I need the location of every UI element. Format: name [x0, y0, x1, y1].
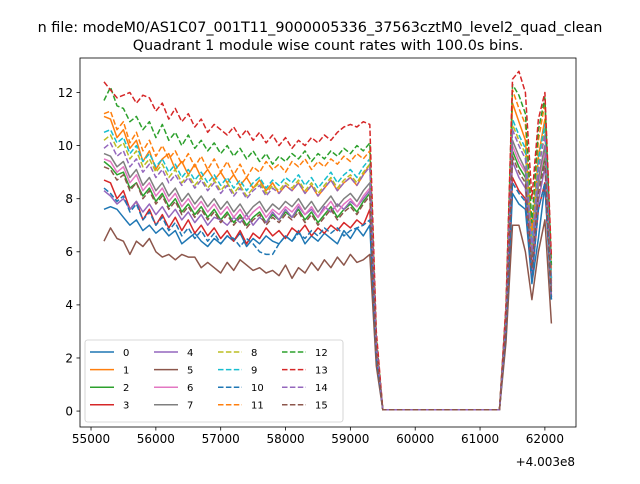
legend-label-14: 14: [315, 383, 328, 394]
y-axis: 0 2 4 6 8 10 12: [58, 86, 80, 418]
figure-suptitle: n file: modeM0/AS1C07_001T11_9000005336_…: [38, 20, 603, 36]
y-tick-label: 6: [65, 245, 73, 259]
legend-label-5: 5: [187, 365, 193, 376]
legend-label-11: 11: [251, 401, 264, 412]
legend-label-0: 0: [123, 348, 129, 359]
x-axis-offset-label: +4.003e8: [516, 455, 575, 469]
legend-label-3: 3: [123, 401, 129, 412]
y-tick-label: 10: [58, 139, 73, 153]
y-tick-label: 8: [65, 192, 73, 206]
x-tick-label: 55000: [72, 432, 110, 446]
x-tick-label: 56000: [137, 432, 175, 446]
x-tick-label: 58000: [266, 432, 304, 446]
x-tick-label: 62000: [526, 432, 564, 446]
legend-label-13: 13: [315, 365, 328, 376]
legend-label-4: 4: [187, 348, 193, 359]
legend-label-8: 8: [251, 348, 257, 359]
legend-label-12: 12: [315, 348, 328, 359]
y-tick-label: 12: [58, 86, 73, 100]
x-tick-label: 60000: [396, 432, 434, 446]
y-tick-label: 2: [65, 351, 73, 365]
axes-frame: [79, 57, 577, 428]
x-axis: 55000 56000 57000 58000 59000 60000 61000 62000: [72, 427, 564, 446]
x-tick-label: 57000: [202, 432, 240, 446]
legend-label-9: 9: [251, 365, 257, 376]
legend-label-6: 6: [187, 383, 193, 394]
x-tick-label: 59000: [331, 432, 369, 446]
plot-area: [103, 70, 553, 411]
legend-label-1: 1: [123, 365, 129, 376]
legend-label-15: 15: [315, 401, 328, 412]
legend-label-7: 7: [187, 401, 193, 412]
x-tick-label: 61000: [461, 432, 499, 446]
y-tick-label: 0: [65, 404, 73, 418]
series-line-15: [103, 155, 553, 411]
legend-label-10: 10: [251, 383, 264, 394]
legend-label-2: 2: [123, 383, 129, 394]
series-line-14: [103, 128, 553, 411]
legend-box: [84, 339, 344, 423]
chart-title: Quadrant 1 module wise count rates with …: [133, 38, 524, 54]
y-tick-label: 4: [65, 298, 73, 312]
series-layer: [103, 70, 553, 411]
